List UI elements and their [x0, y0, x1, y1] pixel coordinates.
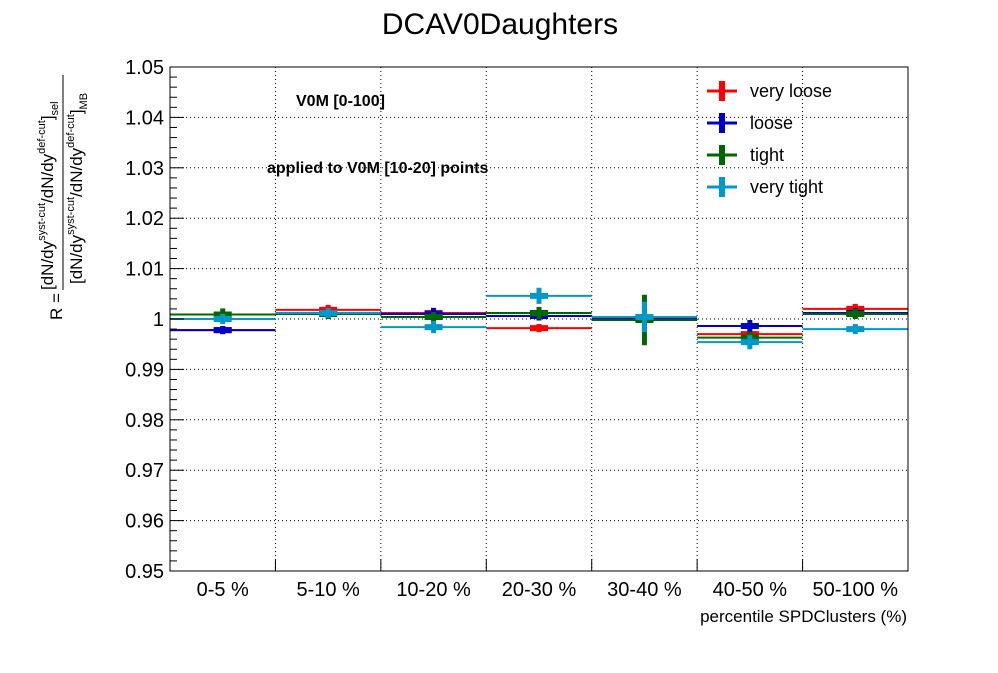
- y-tick-label: 1.04: [125, 107, 164, 129]
- legend-label: loose: [750, 113, 793, 133]
- num-part-3: /dN/dy: [38, 153, 57, 203]
- x-tick-label: 40-50 %: [713, 579, 788, 601]
- den-part-1: [dN/dy: [67, 234, 86, 284]
- legend-label: very tight: [750, 177, 823, 197]
- y-axis-title-prefix: R =: [47, 293, 66, 320]
- y-axis: 0.95 0.96 0.97 0.98 0.99 1 1.01 1.02 1.03 1.04 1.0…: [125, 57, 184, 583]
- legend: very loose loose tight very tight: [707, 81, 832, 197]
- y-axis-title: R = [dN/dysyst-cut/dN/dydef-cut]sel [dN/…: [36, 75, 90, 320]
- x-tick-label: 50-100 %: [812, 579, 898, 601]
- y-tick-label: 0.98: [125, 410, 164, 432]
- den-part-4: def-cut: [65, 114, 77, 148]
- legend-label: very loose: [750, 81, 832, 101]
- x-tick-label: 20-30 %: [502, 579, 577, 601]
- num-part-1: [dN/dy: [38, 240, 57, 290]
- y-tick-label: 0.99: [125, 359, 164, 381]
- annotation-v0m-range: V0M [0-100]: [296, 93, 385, 110]
- den-part-5: ]: [67, 109, 86, 114]
- y-axis-title-numerator: [dN/dysyst-cut/dN/dydef-cut]sel: [36, 101, 61, 290]
- y-tick-label: 1: [153, 309, 164, 331]
- y-tick-label: 1.01: [125, 259, 164, 281]
- num-part-6: sel: [49, 101, 61, 115]
- x-tick-label: 0-5 %: [197, 579, 249, 601]
- y-tick-label: 0.97: [125, 460, 164, 482]
- annotation-applied: applied to V0M [10-20] points: [267, 160, 488, 177]
- series-very-tight: [170, 287, 908, 350]
- den-part-3: /dN/dy: [67, 147, 86, 197]
- num-part-5: ]: [38, 115, 57, 120]
- y-axis-title-fraction: [dN/dysyst-cut/dN/dydef-cut]sel [dN/dysy…: [36, 75, 90, 290]
- x-tick-label: 5-10 %: [296, 579, 360, 601]
- series-layer: [170, 287, 908, 350]
- x-tick-label: 10-20 %: [396, 579, 471, 601]
- y-tick-label: 0.96: [125, 511, 164, 533]
- y-tick-label: 0.95: [125, 561, 164, 583]
- x-axis: 0-5 % 5-10 % 10-20 % 20-30 % 30-40 % 40-50 % 5…: [197, 559, 898, 601]
- y-tick-label: 1.02: [125, 208, 164, 230]
- x-axis-title: percentile SPDClusters (%): [700, 607, 907, 626]
- num-part-4: def-cut: [36, 120, 48, 154]
- y-tick-label: 1.03: [125, 158, 164, 180]
- legend-label: tight: [750, 145, 784, 165]
- den-part-6: MB: [78, 93, 90, 110]
- den-part-2: syst-cut: [65, 197, 77, 235]
- x-tick-label: 30-40 %: [607, 579, 682, 601]
- num-part-2: syst-cut: [36, 203, 48, 241]
- y-axis-title-denominator: [dN/dysyst-cut/dN/dydef-cut]MB: [65, 93, 90, 284]
- chart-title: DCAV0Daughters: [382, 8, 618, 41]
- y-tick-label: 1.05: [125, 57, 164, 79]
